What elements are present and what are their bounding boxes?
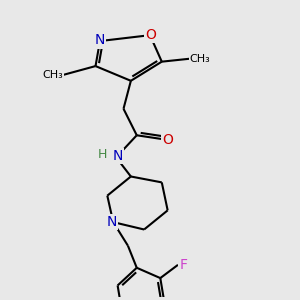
Text: O: O bbox=[145, 28, 156, 42]
Text: F: F bbox=[179, 258, 187, 272]
Text: O: O bbox=[162, 133, 173, 147]
Text: CH₃: CH₃ bbox=[42, 70, 63, 80]
Text: N: N bbox=[106, 215, 117, 229]
Text: H: H bbox=[98, 148, 108, 161]
Text: N: N bbox=[94, 34, 104, 47]
Text: CH₃: CH₃ bbox=[190, 54, 211, 64]
Text: N: N bbox=[112, 149, 123, 163]
